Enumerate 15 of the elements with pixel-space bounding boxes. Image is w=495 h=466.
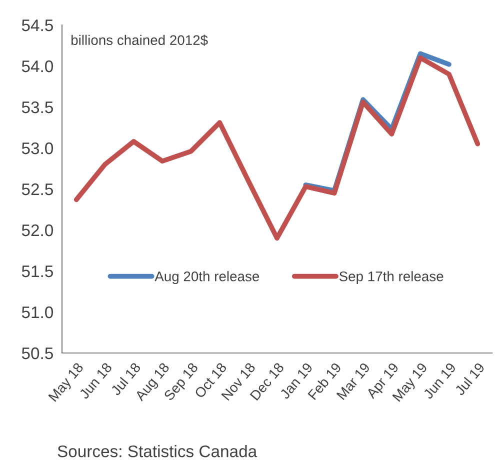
legend-label: Sep 17th release xyxy=(339,271,444,284)
y-tick-label: 52.0 xyxy=(22,224,54,236)
y-tick-label: 54.0 xyxy=(22,60,54,72)
y-tick-label: 52.5 xyxy=(22,183,53,196)
y-tick-label: 51.0 xyxy=(22,306,54,318)
y-tick-label: 50.5 xyxy=(22,347,53,360)
legend-label: Aug 20th release xyxy=(154,271,260,284)
y-tick-label: 54.5 xyxy=(22,20,53,32)
line-series xyxy=(74,55,480,241)
y-tick-label: 51.5 xyxy=(22,266,53,278)
annotation: billions chained 2012$ xyxy=(71,34,208,46)
y-tick-label: 53.5 xyxy=(22,101,53,114)
x-tick-label: Jul 19 xyxy=(454,362,486,396)
y-tick-label: 53.0 xyxy=(22,142,54,154)
source-note: Sources: Statistics Canada xyxy=(58,445,258,458)
